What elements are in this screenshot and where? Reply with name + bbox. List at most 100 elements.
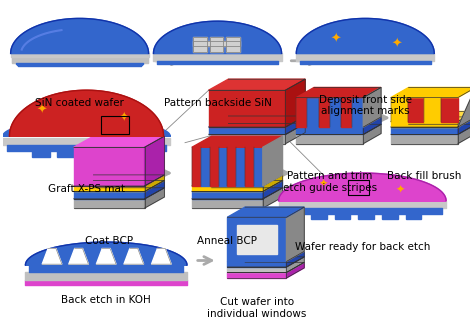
Polygon shape — [319, 98, 330, 127]
Polygon shape — [391, 117, 474, 127]
Polygon shape — [228, 261, 286, 267]
Polygon shape — [263, 136, 283, 186]
Polygon shape — [73, 136, 164, 147]
Text: ✦: ✦ — [395, 185, 404, 194]
Polygon shape — [192, 180, 283, 192]
Polygon shape — [145, 175, 164, 192]
Text: Graft X-PS mat: Graft X-PS mat — [48, 184, 125, 194]
Polygon shape — [9, 90, 164, 136]
Bar — [347, 180, 369, 195]
Polygon shape — [363, 117, 381, 134]
Text: SiN coated wafer: SiN coated wafer — [35, 98, 124, 108]
Polygon shape — [286, 262, 304, 278]
Polygon shape — [330, 98, 341, 127]
Polygon shape — [209, 127, 285, 134]
Polygon shape — [458, 88, 474, 127]
Polygon shape — [228, 257, 304, 267]
Bar — [131, 150, 148, 157]
Polygon shape — [296, 18, 434, 53]
Polygon shape — [228, 272, 286, 278]
Bar — [193, 42, 240, 46]
Polygon shape — [192, 199, 263, 208]
Bar — [382, 213, 398, 219]
Bar — [237, 217, 277, 225]
Polygon shape — [286, 257, 304, 272]
Text: Back fill brush: Back fill brush — [387, 171, 462, 181]
Polygon shape — [192, 136, 283, 147]
Polygon shape — [152, 249, 171, 264]
Polygon shape — [69, 249, 89, 264]
Bar — [227, 37, 240, 52]
Polygon shape — [192, 186, 263, 192]
Polygon shape — [296, 124, 381, 134]
Polygon shape — [391, 111, 474, 121]
Polygon shape — [296, 98, 308, 127]
Polygon shape — [210, 147, 219, 186]
Bar — [106, 150, 124, 157]
Polygon shape — [228, 147, 236, 186]
Polygon shape — [209, 90, 285, 127]
Bar — [101, 116, 129, 134]
Polygon shape — [154, 21, 282, 53]
Polygon shape — [26, 242, 187, 265]
Bar — [57, 150, 75, 157]
Polygon shape — [201, 147, 210, 186]
Polygon shape — [192, 147, 201, 186]
Bar — [311, 213, 327, 219]
Bar — [32, 150, 50, 157]
Bar — [406, 213, 421, 219]
Polygon shape — [285, 116, 305, 134]
Polygon shape — [209, 116, 305, 127]
Bar — [277, 217, 286, 261]
Polygon shape — [296, 117, 381, 127]
Polygon shape — [236, 147, 245, 186]
Polygon shape — [363, 88, 381, 127]
Text: ✦: ✦ — [392, 38, 402, 51]
Polygon shape — [391, 98, 408, 121]
Bar — [193, 37, 207, 52]
Polygon shape — [73, 147, 145, 186]
Bar — [237, 225, 277, 254]
Bar — [237, 254, 277, 261]
Text: Wafer ready for back etch: Wafer ready for back etch — [295, 242, 430, 252]
Polygon shape — [145, 180, 164, 199]
Polygon shape — [308, 98, 319, 127]
Polygon shape — [391, 127, 458, 134]
Polygon shape — [279, 173, 446, 201]
Polygon shape — [391, 88, 474, 98]
Polygon shape — [10, 53, 148, 57]
Polygon shape — [296, 134, 363, 144]
Polygon shape — [73, 175, 164, 186]
Polygon shape — [391, 121, 458, 127]
Polygon shape — [458, 111, 474, 127]
Polygon shape — [73, 186, 145, 192]
Bar — [358, 213, 374, 219]
Polygon shape — [441, 98, 458, 121]
Polygon shape — [3, 120, 170, 136]
Polygon shape — [209, 79, 305, 90]
Polygon shape — [296, 127, 363, 134]
Text: Deposit front side
alignment marks: Deposit front side alignment marks — [319, 95, 412, 117]
Text: ✦: ✦ — [37, 104, 47, 117]
Polygon shape — [341, 98, 352, 127]
Polygon shape — [254, 147, 263, 186]
Polygon shape — [245, 147, 254, 186]
Polygon shape — [96, 249, 116, 264]
Bar — [210, 37, 223, 52]
Bar — [228, 217, 237, 261]
Bar — [193, 42, 240, 46]
Text: Cut wafer into
individual windows: Cut wafer into individual windows — [207, 297, 307, 319]
Bar — [82, 150, 100, 157]
Polygon shape — [263, 175, 283, 192]
Polygon shape — [458, 124, 474, 144]
Polygon shape — [228, 262, 304, 272]
Polygon shape — [228, 207, 304, 217]
Polygon shape — [391, 134, 458, 144]
Text: Coat BCP: Coat BCP — [85, 236, 133, 246]
Text: ✦: ✦ — [118, 111, 129, 124]
Polygon shape — [145, 188, 164, 208]
Polygon shape — [228, 251, 304, 261]
Polygon shape — [192, 175, 283, 186]
Polygon shape — [73, 188, 164, 199]
Polygon shape — [209, 134, 285, 144]
